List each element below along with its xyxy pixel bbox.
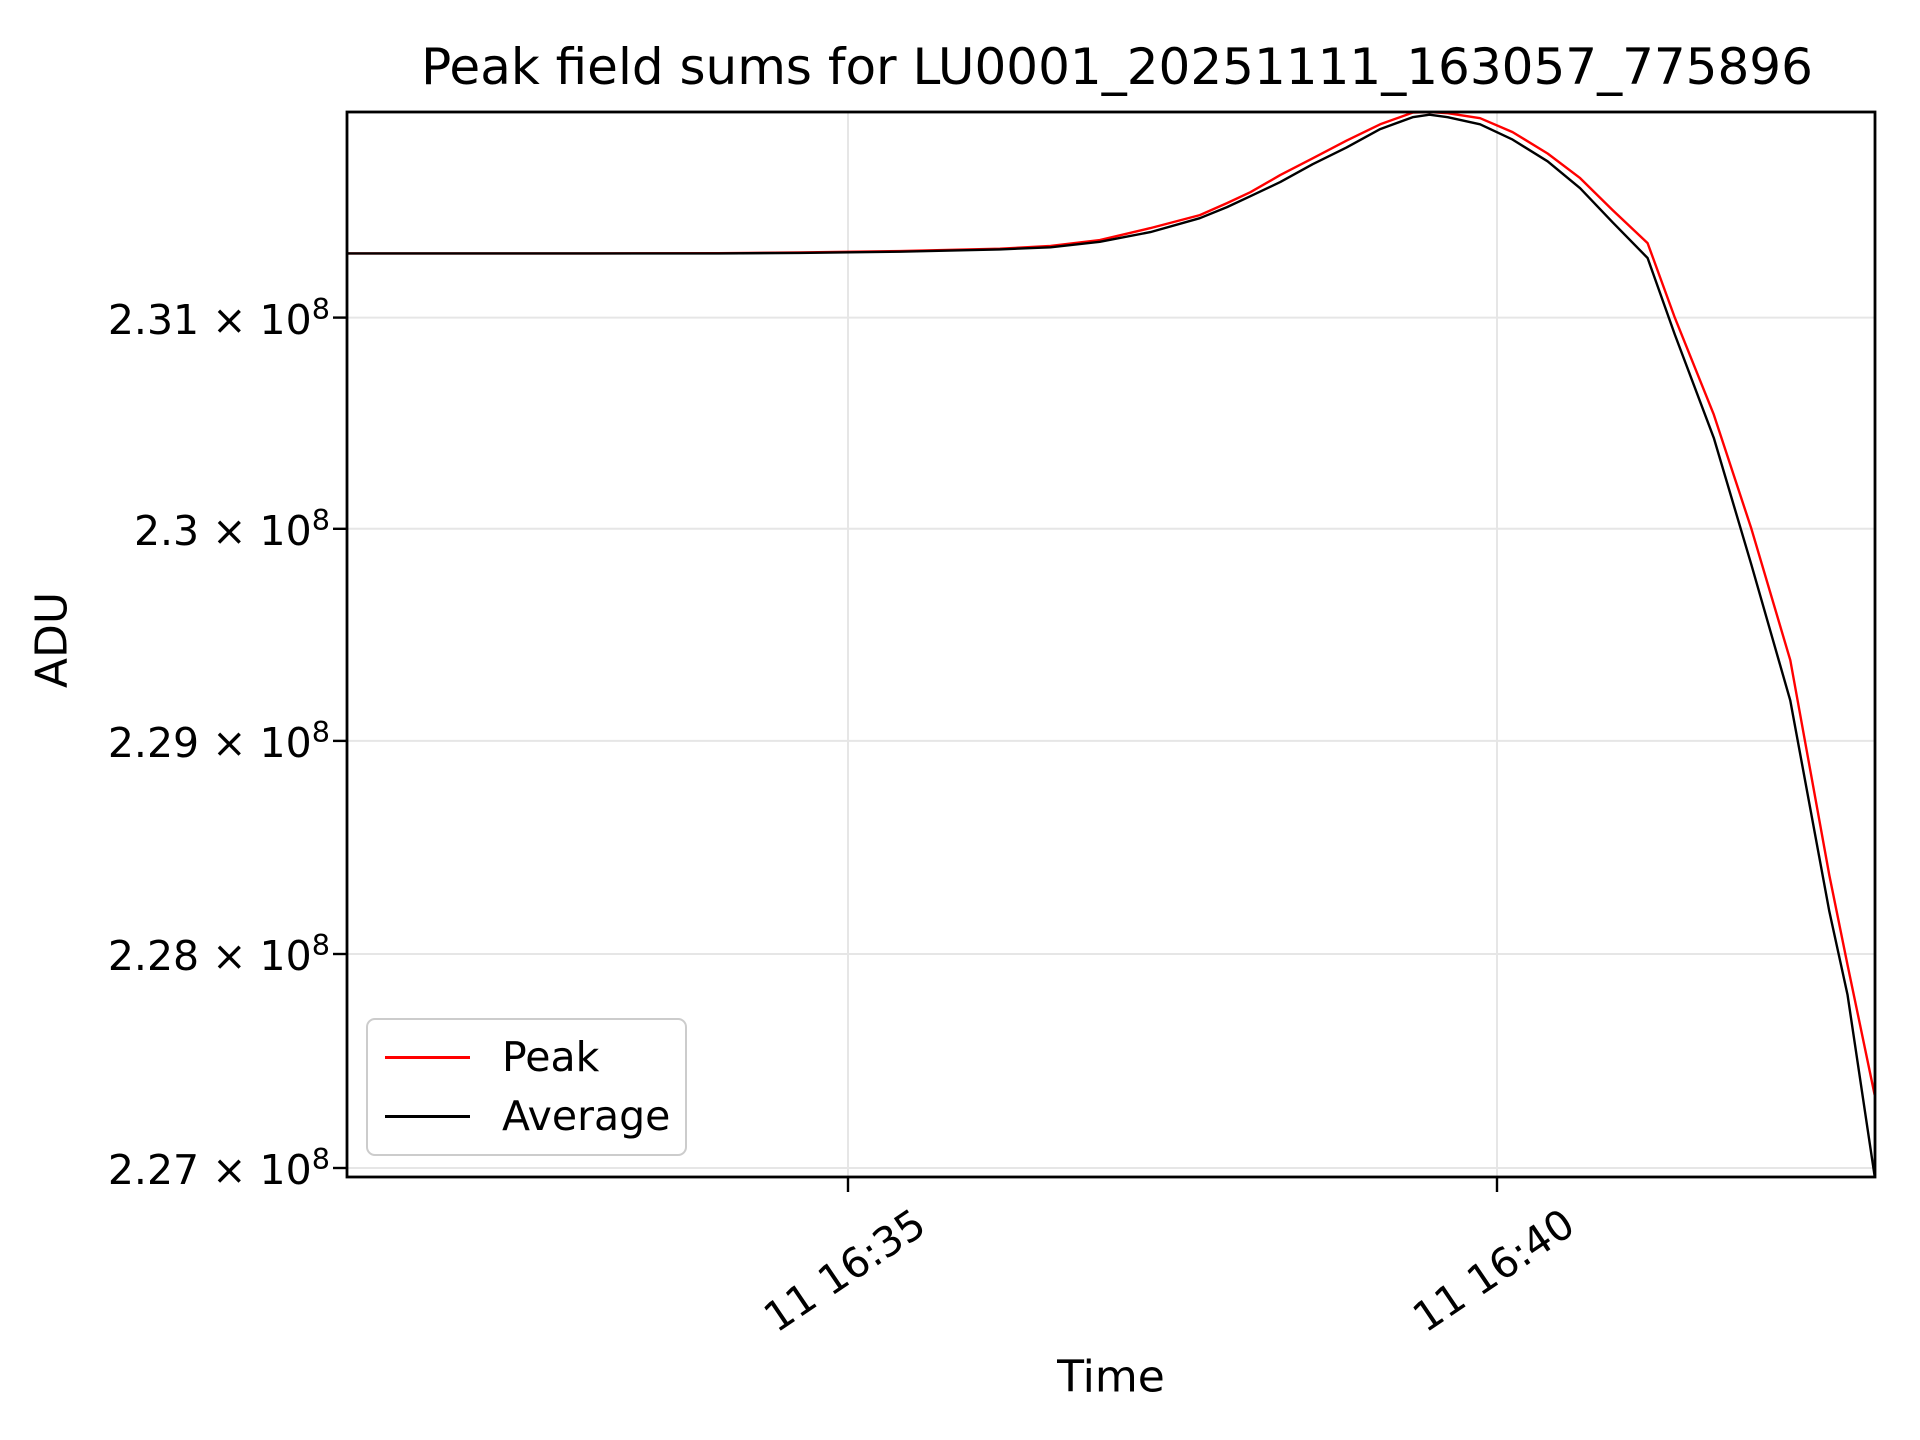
y-tick-label: 2.31 × 108 <box>107 291 330 344</box>
x-axis-label: Time <box>1057 1351 1165 1403</box>
legend-label: Peak <box>502 1033 600 1082</box>
legend-line-swatch <box>385 1056 470 1060</box>
y-axis-label: ADU <box>26 591 78 689</box>
curve-peak <box>347 112 1875 1096</box>
y-tick-label: 2.29 × 108 <box>107 715 330 767</box>
y-tick-label: 2.28 × 108 <box>107 928 330 980</box>
legend-row-peak: Peak <box>368 1037 685 1078</box>
y-tick-label: 2.27 × 108 <box>107 1142 330 1194</box>
axes-spine <box>345 110 1877 1179</box>
y-tick-label: 2.3 × 108 <box>133 502 330 555</box>
legend-line-swatch <box>385 1114 470 1118</box>
legend-label: Average <box>502 1091 671 1140</box>
chart-title: Peak field sums for LU0001_20251111_1630… <box>421 38 1813 96</box>
legend: Peak Average <box>366 1018 687 1156</box>
legend-row-average: Average <box>368 1091 685 1140</box>
curve-average <box>347 113 1875 1177</box>
